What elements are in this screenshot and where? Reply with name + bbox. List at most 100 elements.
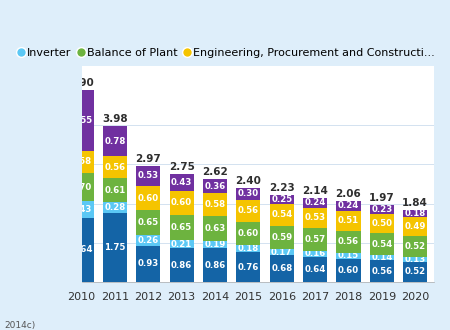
Bar	[70, 90, 94, 150]
Bar	[270, 195, 294, 204]
Bar	[70, 201, 94, 218]
Text: 2.14: 2.14	[302, 186, 328, 196]
Text: 0.60: 0.60	[338, 266, 359, 275]
Bar	[370, 255, 394, 260]
Text: 0.56: 0.56	[238, 206, 259, 215]
Bar	[70, 218, 94, 282]
Text: 0.14: 0.14	[371, 253, 392, 262]
Text: 2014c): 2014c)	[4, 321, 36, 330]
Text: 0.18: 0.18	[238, 244, 259, 253]
Text: 0.61: 0.61	[104, 186, 126, 195]
Bar	[136, 246, 160, 282]
Text: 0.18: 0.18	[405, 209, 426, 218]
Bar	[70, 173, 94, 201]
Bar	[303, 228, 327, 251]
Bar	[103, 156, 127, 179]
Text: 0.58: 0.58	[204, 200, 225, 209]
Text: 0.76: 0.76	[238, 263, 259, 272]
Text: 0.56: 0.56	[338, 237, 359, 246]
Bar	[170, 214, 194, 240]
Text: 2.06: 2.06	[336, 189, 361, 199]
Bar	[170, 191, 194, 214]
Text: 0.23: 0.23	[371, 205, 392, 214]
Bar	[136, 166, 160, 186]
Text: 0.49: 0.49	[405, 222, 426, 231]
Bar	[103, 202, 127, 214]
Text: 0.59: 0.59	[271, 233, 292, 242]
Text: 0.53: 0.53	[138, 171, 159, 181]
Text: 1.75: 1.75	[104, 243, 126, 252]
Bar	[236, 188, 261, 200]
Text: 0.52: 0.52	[405, 242, 426, 251]
Text: 0.56: 0.56	[371, 267, 392, 276]
Text: 0.53: 0.53	[305, 214, 326, 222]
Text: 1.84: 1.84	[402, 198, 428, 208]
Text: 0.21: 0.21	[171, 240, 192, 249]
Text: 3.98: 3.98	[102, 114, 128, 124]
Bar	[337, 258, 360, 282]
Text: 0.64: 0.64	[305, 265, 326, 274]
Text: 1.55: 1.55	[71, 116, 92, 125]
Bar	[170, 240, 194, 248]
Bar	[170, 248, 194, 282]
Bar	[403, 262, 427, 282]
Bar	[370, 260, 394, 282]
Text: 0.17: 0.17	[271, 248, 292, 256]
Text: 0.51: 0.51	[338, 216, 359, 225]
Text: 0.68: 0.68	[271, 264, 292, 273]
Bar	[270, 226, 294, 249]
Bar	[270, 204, 294, 226]
Text: 1.97: 1.97	[369, 193, 395, 203]
Bar	[103, 214, 127, 282]
Text: 0.65: 0.65	[171, 223, 192, 232]
Bar	[337, 211, 360, 231]
Bar	[270, 249, 294, 255]
Bar	[70, 150, 94, 173]
Text: 1.64: 1.64	[71, 246, 92, 254]
Bar	[236, 222, 261, 245]
Bar	[103, 126, 127, 156]
Text: 0.57: 0.57	[305, 235, 326, 244]
Text: 0.65: 0.65	[138, 218, 159, 227]
Bar	[303, 198, 327, 208]
Bar	[370, 233, 394, 255]
Text: 4.90: 4.90	[69, 78, 94, 88]
Text: 0.56: 0.56	[104, 163, 126, 172]
Bar	[236, 200, 261, 222]
Text: 0.50: 0.50	[371, 219, 392, 228]
Bar	[236, 252, 261, 282]
Bar	[403, 210, 427, 217]
Text: 0.43: 0.43	[171, 178, 192, 187]
Text: 0.36: 0.36	[204, 182, 225, 191]
Text: 0.13: 0.13	[405, 255, 426, 264]
Text: 0.16: 0.16	[305, 249, 326, 258]
Text: 0.25: 0.25	[271, 195, 292, 204]
Text: 0.19: 0.19	[204, 240, 225, 249]
Bar	[370, 205, 394, 214]
Text: 0.43: 0.43	[71, 205, 92, 214]
Text: 2.97: 2.97	[135, 153, 161, 164]
Text: 0.15: 0.15	[338, 251, 359, 260]
Bar	[370, 214, 394, 233]
Bar	[103, 179, 127, 202]
Bar	[203, 216, 227, 241]
Bar	[270, 255, 294, 282]
Text: 0.54: 0.54	[371, 240, 392, 248]
Legend: Inverter, Balance of Plant, Engineering, Procurement and Constructi...: Inverter, Balance of Plant, Engineering,…	[18, 49, 435, 58]
Bar	[403, 256, 427, 262]
Text: 2.75: 2.75	[169, 162, 194, 172]
Bar	[403, 236, 427, 256]
Bar	[337, 201, 360, 211]
Text: 0.24: 0.24	[305, 198, 326, 207]
Text: 0.52: 0.52	[405, 267, 426, 276]
Text: 0.63: 0.63	[204, 224, 225, 233]
Text: 0.28: 0.28	[104, 203, 126, 213]
Bar	[203, 248, 227, 282]
Bar	[337, 253, 360, 258]
Bar	[136, 210, 160, 235]
Bar	[203, 193, 227, 216]
Text: 0.70: 0.70	[71, 182, 92, 192]
Text: 0.54: 0.54	[271, 211, 292, 219]
Text: 0.58: 0.58	[71, 157, 92, 166]
Text: 0.30: 0.30	[238, 189, 259, 198]
